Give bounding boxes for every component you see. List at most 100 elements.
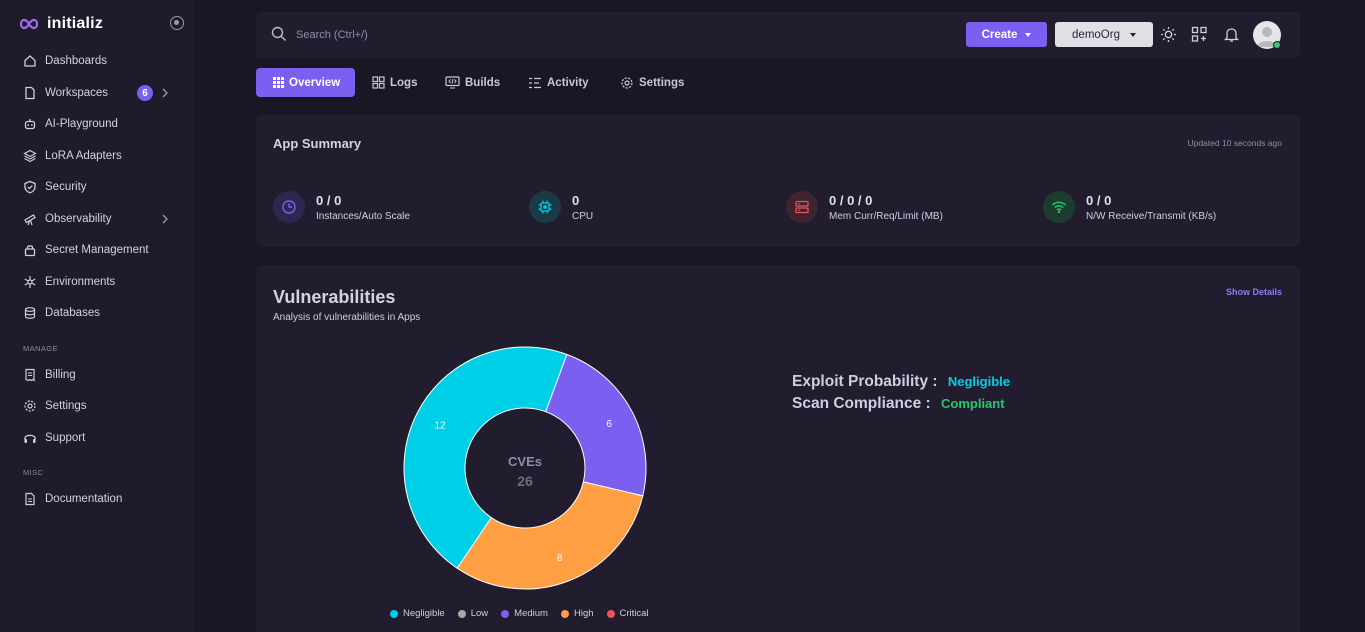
sidebar-item-security[interactable]: Security (14, 174, 186, 200)
app-summary-title: App Summary (273, 136, 362, 151)
tab-builds[interactable]: Builds (445, 68, 500, 97)
vulnerabilities-title: Vulnerabilities (273, 287, 396, 307)
sidebar-item-label: Security (45, 181, 87, 193)
logs-grid-icon (372, 76, 385, 89)
legend-label: Medium (514, 608, 548, 619)
legend-dot (390, 609, 398, 618)
app-summary-card: App Summary Updated 10 seconds ago 0 / 0… (256, 115, 1300, 247)
create-button[interactable]: Create (966, 22, 1047, 47)
shield-icon (24, 180, 36, 194)
metric-label: CPU (572, 211, 594, 222)
sidebar-item-label: Observability (45, 213, 112, 225)
snowflake-icon (24, 276, 36, 288)
sidebar: initializ Dashboards Workspaces 6 AI-Pla… (0, 0, 195, 632)
sidebar-item-label: Environments (45, 276, 116, 288)
gear-icon (24, 400, 36, 412)
user-silhouette-icon (1257, 27, 1277, 47)
wifi-icon (1043, 191, 1075, 223)
tab-logs[interactable]: Logs (372, 68, 417, 97)
tab-activity[interactable]: Activity (528, 68, 589, 97)
exploit-probability-value: Negligible (947, 374, 1010, 389)
receipt-icon (25, 368, 35, 382)
sidebar-item-databases[interactable]: Databases (14, 300, 186, 326)
sidebar-item-workspaces[interactable]: Workspaces 6 (14, 80, 186, 106)
cpu-icon (529, 191, 561, 223)
sidebar-item-label: Databases (45, 307, 100, 319)
legend-item-negligible[interactable]: Negligible (390, 608, 445, 619)
apps-add-icon[interactable] (1191, 26, 1208, 43)
top-bar: Create demoOrg (256, 12, 1300, 58)
tab-settings[interactable]: Settings (620, 68, 684, 97)
metric-label: N/W Receive/Transmit (KB/s) (1086, 211, 1217, 222)
metric-value: 0 / 0 / 0 (829, 193, 873, 208)
metric-value: 0 (572, 193, 580, 208)
legend-dot (501, 609, 510, 618)
donut-center-value: 26 (517, 473, 533, 489)
collapse-sidebar-button[interactable] (170, 16, 184, 30)
donut-data-label: 8 (557, 553, 563, 564)
sidebar-item-label: LoRA Adapters (45, 150, 122, 162)
sidebar-item-observability[interactable]: Observability (14, 206, 186, 232)
exploit-probability-label: Exploit Probability : (792, 373, 938, 390)
org-selector[interactable]: demoOrg (1055, 22, 1153, 47)
database-icon (24, 307, 36, 319)
sidebar-item-lora-adapters[interactable]: LoRA Adapters (14, 143, 186, 169)
sidebar-item-label: Support (45, 432, 86, 444)
headphones-icon (24, 434, 36, 443)
donut-slice-negligible[interactable] (403, 346, 568, 569)
metric-value: 0 / 0 (1086, 193, 1112, 208)
donut-center-label: CVEs (508, 454, 542, 469)
updated-timestamp: Updated 10 seconds ago (1187, 138, 1282, 148)
tab-overview[interactable]: Overview (256, 68, 356, 97)
server-icon (786, 191, 818, 223)
infinity-icon (19, 18, 39, 30)
bell-icon[interactable] (1223, 26, 1240, 43)
tab-label: Activity (547, 76, 589, 89)
tab-label: Builds (465, 76, 501, 89)
lock-icon (24, 245, 36, 257)
gear-icon (621, 76, 633, 89)
donut-slice-high[interactable] (456, 481, 644, 590)
sun-icon[interactable] (1160, 26, 1177, 43)
sidebar-item-label: Workspaces (45, 87, 109, 99)
sidebar-item-support[interactable]: Support (14, 425, 186, 451)
scan-compliance-label: Scan Compliance : (792, 395, 931, 412)
sidebar-item-environments[interactable]: Environments (14, 269, 186, 295)
chart-legend: Negligible Low Medium High Critical (390, 608, 649, 619)
metric-label: Instances/Auto Scale (316, 211, 410, 222)
misc-section-label: MISC (23, 468, 44, 477)
sidebar-item-secret-management[interactable]: Secret Management (14, 237, 186, 263)
sidebar-item-label: Secret Management (45, 244, 149, 256)
search-input[interactable] (296, 25, 596, 45)
donut-slice-medium[interactable] (545, 353, 647, 497)
legend-dot (457, 609, 466, 618)
grid-icon (273, 77, 284, 88)
cve-donut-chart: 12 6 8 CVEs 26 (403, 346, 647, 590)
sidebar-item-dashboards[interactable]: Dashboards (14, 48, 186, 74)
legend-item-critical[interactable]: Critical (606, 608, 649, 619)
document-icon (25, 492, 35, 506)
sidebar-item-label: Settings (45, 400, 87, 412)
legend-item-medium[interactable]: Medium (501, 608, 548, 619)
chevron-right-icon (162, 88, 168, 98)
scan-compliance: Scan Compliance : Compliant (792, 395, 1005, 413)
show-details-link[interactable]: Show Details (1225, 287, 1282, 297)
tab-label: Overview (289, 76, 341, 89)
legend-item-high[interactable]: High (560, 608, 594, 619)
legend-label: Negligible (403, 608, 445, 619)
tab-label: Logs (390, 76, 418, 89)
list-icon (529, 77, 541, 88)
sidebar-item-label: Dashboards (45, 55, 108, 67)
sidebar-item-documentation[interactable]: Documentation (14, 486, 186, 512)
manage-section-label: MANAGE (23, 344, 58, 353)
brand-logo[interactable]: initializ (18, 14, 103, 34)
avatar[interactable] (1253, 21, 1281, 49)
sidebar-item-label: AI-Playground (45, 118, 118, 130)
layers-icon (23, 149, 37, 163)
sidebar-item-settings[interactable]: Settings (14, 393, 186, 419)
sidebar-item-billing[interactable]: Billing (14, 362, 186, 388)
sidebar-item-ai-playground[interactable]: AI-Playground (14, 111, 186, 137)
telescope-icon (24, 214, 36, 226)
metric-value: 0 / 0 (316, 193, 342, 208)
legend-item-low[interactable]: Low (457, 608, 488, 619)
